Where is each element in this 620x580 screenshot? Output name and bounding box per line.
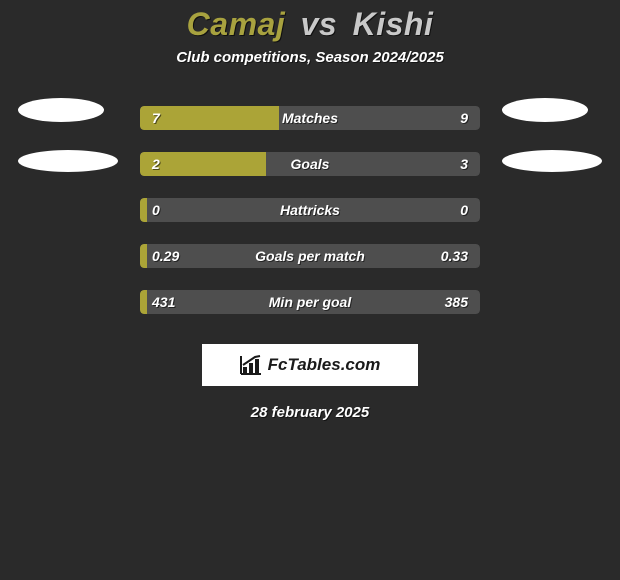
subtitle: Club competitions, Season 2024/2025	[0, 49, 620, 66]
metric-name: Matches	[282, 110, 338, 126]
bar-chart-icon	[240, 355, 262, 375]
avatar	[502, 150, 602, 172]
avatars-right	[502, 98, 602, 172]
metric-value-right: 3	[460, 156, 468, 172]
comparison-card: Camaj vs Kishi Club competitions, Season…	[0, 0, 620, 421]
page-title: Camaj vs Kishi	[0, 0, 620, 43]
metric-fill	[140, 106, 279, 130]
metric-value-right: 0	[460, 202, 468, 218]
metric-value-right: 385	[445, 294, 468, 310]
avatar	[502, 98, 588, 122]
metric-value-left: 0.29	[152, 248, 179, 264]
metric-row: 7 Matches 9	[140, 106, 480, 130]
metric-name: Goals per match	[255, 248, 365, 264]
metric-value-left: 2	[152, 156, 160, 172]
title-player-left: Camaj	[187, 6, 286, 42]
avatars-left	[18, 98, 118, 172]
metric-value-left: 0	[152, 202, 160, 218]
metric-value-left: 7	[152, 110, 160, 126]
metric-name: Min per goal	[269, 294, 351, 310]
metric-fill	[140, 198, 147, 222]
metric-row: 0 Hattricks 0	[140, 198, 480, 222]
metric-fill	[140, 244, 147, 268]
bars: 7 Matches 9 2 Goals 3 0 Hattricks 0 0.29 Goals per…	[140, 106, 480, 314]
logo-text: FcTables.com	[268, 355, 381, 375]
fctables-logo: FcTables.com	[202, 344, 418, 386]
metric-fill	[140, 290, 147, 314]
metric-value-left: 431	[152, 294, 175, 310]
avatar	[18, 98, 104, 122]
metric-row: 0.29 Goals per match 0.33	[140, 244, 480, 268]
metric-name: Goals	[291, 156, 330, 172]
metric-value-right: 9	[460, 110, 468, 126]
avatar	[18, 150, 118, 172]
metric-value-right: 0.33	[441, 248, 468, 264]
metric-row: 2 Goals 3	[140, 152, 480, 176]
date: 28 february 2025	[0, 404, 620, 421]
title-vs: vs	[301, 6, 338, 42]
chart-area: 7 Matches 9 2 Goals 3 0 Hattricks 0 0.29 Goals per…	[0, 106, 620, 314]
title-player-right: Kishi	[353, 6, 434, 42]
metric-row: 431 Min per goal 385	[140, 290, 480, 314]
metric-name: Hattricks	[280, 202, 340, 218]
